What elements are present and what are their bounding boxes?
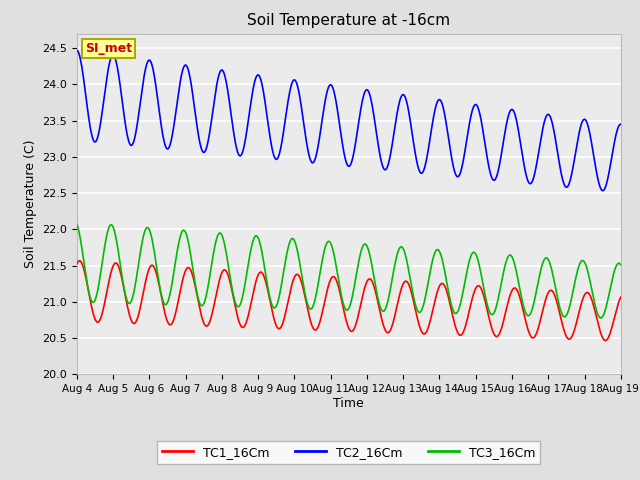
Y-axis label: Soil Temperature (C): Soil Temperature (C)	[24, 140, 36, 268]
Title: Soil Temperature at -16cm: Soil Temperature at -16cm	[247, 13, 451, 28]
X-axis label: Time: Time	[333, 397, 364, 410]
Text: SI_met: SI_met	[85, 42, 132, 55]
Legend: TC1_16Cm, TC2_16Cm, TC3_16Cm: TC1_16Cm, TC2_16Cm, TC3_16Cm	[157, 441, 540, 464]
